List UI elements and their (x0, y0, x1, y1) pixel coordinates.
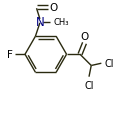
Text: O: O (49, 3, 57, 13)
Text: CH₃: CH₃ (53, 17, 69, 26)
Text: O: O (80, 32, 89, 42)
Text: Cl: Cl (84, 80, 94, 90)
Text: Cl: Cl (104, 59, 114, 69)
Text: F: F (7, 50, 12, 60)
Text: N: N (36, 16, 44, 29)
